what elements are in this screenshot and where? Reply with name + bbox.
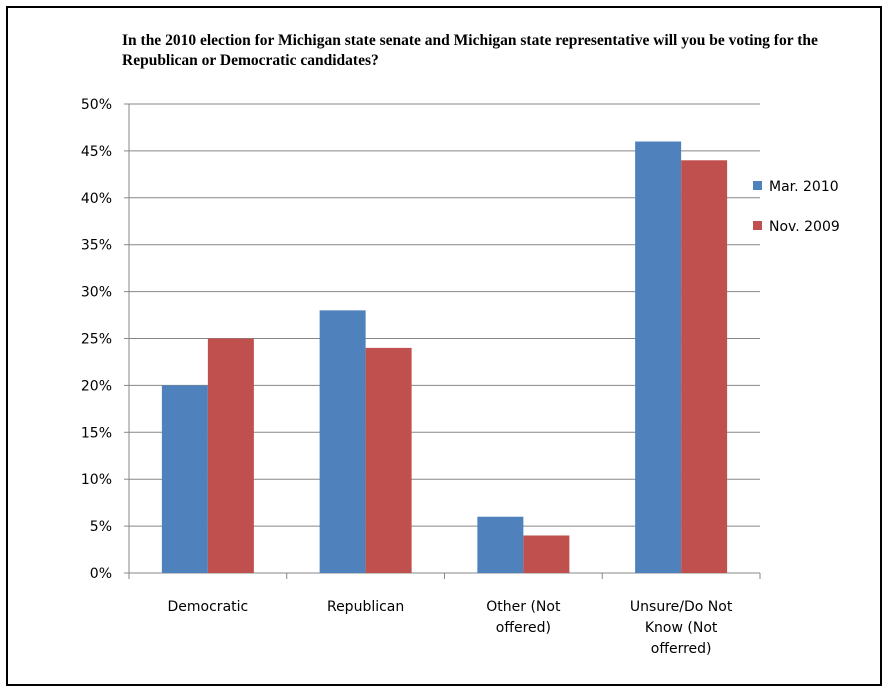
y-tick-label: 5%	[90, 519, 112, 535]
y-tick-label: 15%	[81, 425, 112, 441]
bar-nov-2009-2	[523, 535, 570, 573]
legend-label: Nov. 2009	[769, 219, 840, 235]
x-tick-label: offerred)	[651, 641, 712, 657]
x-tick-label: Know (Not	[645, 620, 718, 636]
legend-swatch	[753, 221, 762, 230]
x-tick-label: Republican	[327, 599, 404, 615]
bar-nov-2009-1	[365, 347, 412, 573]
y-tick-label: 45%	[81, 144, 112, 160]
x-tick-label: Other (Not	[486, 599, 561, 615]
bar-nov-2009-3	[681, 160, 728, 573]
x-tick-label: Democratic	[168, 599, 249, 615]
legend-label: Mar. 2010	[769, 179, 839, 195]
bar-mar-2010-0	[161, 385, 208, 573]
bar-mar-2010-2	[477, 516, 524, 573]
x-tick-label: Unsure/Do Not	[630, 599, 733, 615]
y-tick-label: 20%	[81, 378, 112, 394]
x-tick-label: offered)	[496, 620, 551, 636]
y-tick-label: 25%	[81, 332, 112, 348]
y-tick-label: 0%	[90, 566, 112, 582]
y-tick-label: 30%	[81, 285, 112, 301]
y-tick-label: 40%	[81, 191, 112, 207]
bar-mar-2010-1	[319, 310, 366, 573]
bar-chart: 0% 5% 10% 15% 20% 25% 30% 35% 40% 45% 50% Democrati…	[81, 97, 840, 657]
bar-mar-2010-3	[635, 141, 682, 573]
y-tick-label: 50%	[81, 97, 112, 113]
bar-nov-2009-0	[207, 338, 254, 573]
y-tick-label: 35%	[81, 238, 112, 254]
y-tick-label: 10%	[81, 472, 112, 488]
legend-swatch	[753, 181, 762, 190]
chart-title: In the 2010 election for Michigan state …	[122, 32, 818, 69]
